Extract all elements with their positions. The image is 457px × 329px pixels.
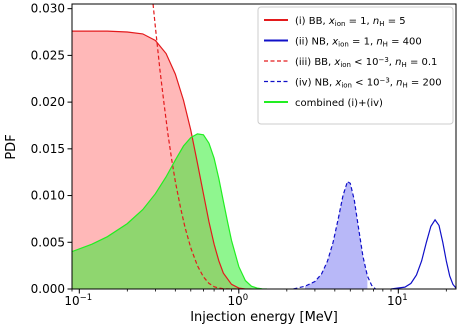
x-tick-label: 101: [387, 293, 408, 308]
legend-label-iii: (iii) BB, xion < 10−3, nH = 0.1: [295, 56, 437, 69]
legend: (i) BB, xion = 1, nH = 5 (ii) NB, xion = …: [257, 6, 454, 125]
legend-label-comb: combined (i)+(iv): [295, 98, 383, 109]
plot-area: [72, 4, 457, 289]
y-axis-label: PDF: [4, 134, 19, 159]
y-tick-label: 0.020: [31, 95, 65, 109]
y-tick-label: 0.030: [31, 2, 65, 16]
legend-label-i: (i) BB, xion = 1, nH = 5: [295, 16, 406, 28]
y-tick-label: 0.005: [31, 235, 65, 249]
series-fills: [72, 31, 368, 289]
legend-label-ii: (ii) NB, xion = 1, nH = 400: [295, 37, 422, 49]
legend-box: [257, 6, 454, 125]
x-axis-label: Injection energy [MeV]: [190, 310, 338, 325]
x-tick-label: 100: [227, 293, 248, 308]
plot-frame: [71, 3, 457, 290]
series-fill-comb: [72, 133, 267, 289]
y-tick-label: 0.010: [31, 189, 65, 203]
y-tick-label: 0.015: [31, 142, 65, 156]
series-line-i: [72, 30, 252, 289]
series-line-comb: [72, 133, 267, 289]
series-line-iv: [293, 180, 376, 289]
x-axis: 10−1 100 101: [64, 289, 447, 308]
series-lines: [72, 4, 457, 289]
series-line-ii: [390, 218, 457, 289]
y-tick-label: 0.025: [31, 48, 65, 62]
series-line-iii: [152, 4, 239, 289]
x-tick-label: 10−1: [64, 293, 92, 308]
y-tick-label: 0.000: [31, 282, 65, 296]
series-fill-iv: [304, 181, 368, 289]
legend-label-iv: (iv) NB, xion < 10−3, nH = 200: [295, 76, 442, 89]
y-axis: 0.000 0.005 0.010 0.015 0.020 0.025 0.030: [31, 2, 72, 296]
